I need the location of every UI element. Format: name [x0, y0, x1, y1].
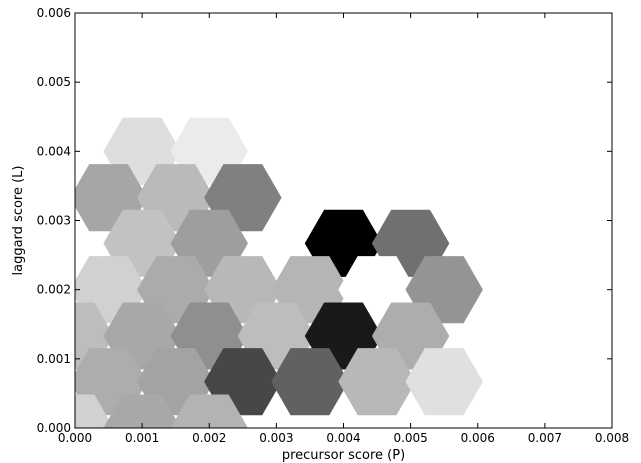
y-tick-label-2: 0.002: [37, 283, 71, 297]
x-tick-label-0: 0.000: [58, 431, 92, 445]
x-tick-label-2: 0.002: [192, 431, 226, 445]
x-tick-label-1: 0.001: [125, 431, 159, 445]
x-tick-label-6: 0.006: [461, 431, 495, 445]
hex-bin-25: [338, 348, 416, 416]
hex-bin-24: [271, 348, 349, 416]
x-axis-label: precursor score (P): [282, 448, 405, 463]
x-tick-label-5: 0.005: [393, 431, 427, 445]
hex-layer: [75, 117, 483, 428]
y-tick-label-0: 0.000: [37, 421, 71, 435]
x-tick-label-3: 0.003: [259, 431, 293, 445]
hex-bin-26: [405, 348, 483, 416]
x-tick-label-8: 0.008: [595, 431, 629, 445]
hex-bin-27: [75, 394, 114, 428]
x-tick-label-7: 0.007: [528, 431, 562, 445]
y-tick-label-3: 0.003: [37, 214, 71, 228]
x-tick-label-4: 0.004: [326, 431, 360, 445]
y-axis-label: laggard score (L): [11, 166, 26, 276]
y-tick-label-5: 0.005: [37, 75, 71, 89]
tick-layer: 0.000 0.001 0.002 0.003 0.004 0.005 0.006 0.007…: [37, 6, 630, 445]
y-tick-label-6: 0.006: [37, 6, 71, 20]
y-tick-label-1: 0.001: [37, 352, 71, 366]
hex-bin-28: [103, 394, 181, 428]
hex-bin-29: [170, 394, 248, 428]
y-tick-label-4: 0.004: [37, 144, 71, 158]
